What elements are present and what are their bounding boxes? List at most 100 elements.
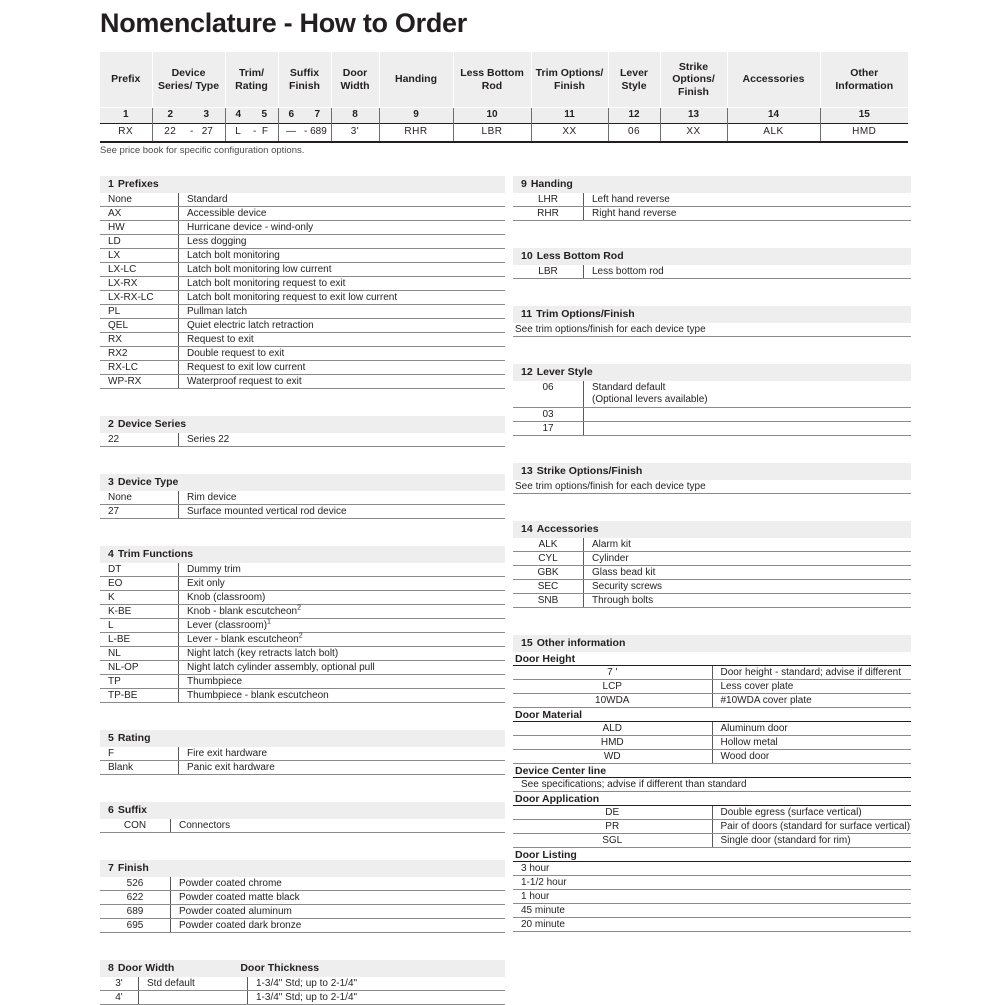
option-code: RHR (513, 206, 584, 221)
option-description: Knob (classroom) (178, 590, 505, 605)
spacer (100, 447, 505, 474)
table-row: LBR Less bottom rod (513, 265, 911, 279)
spacer (100, 775, 505, 802)
example-value-other-information: HMD (820, 123, 908, 143)
table-row: PL Pullman latch (100, 304, 505, 319)
position-number-1: 1 (100, 107, 153, 124)
section-door-thickness-label: Door Thickness (240, 962, 320, 974)
option-code: 17 (513, 421, 584, 436)
section-device-type-table: None Rim device 27 Surface mounted vertical… (100, 491, 505, 519)
door-width-note: Std default (138, 977, 248, 991)
table-row: 7 ' Door height - standard; advise if dif… (513, 665, 911, 680)
table-row: 526 Powder coated chrome (100, 877, 505, 891)
example-value-accessories: ALK (727, 123, 821, 143)
option-code: None (100, 491, 179, 505)
section-accessories-title: 14 Accessories (513, 521, 911, 538)
option-code: AX (100, 206, 179, 221)
table-row: NL-OP Night latch cylinder assembly, opti… (100, 660, 505, 675)
option-description: Wood door (712, 749, 911, 764)
table-row: Blank Panic exit hardware (100, 760, 505, 775)
spacer (100, 703, 505, 730)
table-row: HW Hurricane device - wind-only (100, 220, 505, 235)
table-row: L-BE Lever - blank escutcheon2 (100, 632, 505, 647)
position-number-13: 13 (660, 107, 728, 124)
section-device-type-number: 3 (108, 476, 114, 488)
option-description: Lever - blank escutcheon2 (178, 632, 505, 647)
table-row: QEL Quiet electric latch retraction (100, 318, 505, 333)
option-description: Latch bolt monitoring low current (178, 262, 505, 277)
option-code: LX-RX (100, 276, 179, 291)
option-description: Powder coated chrome (170, 877, 505, 891)
table-row: See trim options/finish for each device … (513, 480, 911, 494)
section-finish-table: 526 Powder coated chrome 622 Powder coated … (100, 877, 505, 933)
spacer (100, 933, 505, 960)
section-handing-title: 9 Handing (513, 176, 911, 193)
door-thickness-value: 1-3/4" Std; up to 2-1/4" (247, 977, 505, 991)
section-other-information-label: Other information (536, 637, 626, 649)
table-row: 20 minute (513, 917, 911, 932)
nomenclature-header-row: Prefix Device Series/ Type Trim/ Rating … (100, 52, 908, 108)
option-description: Standard default (Optional levers availab… (583, 381, 911, 408)
sub-heading-label: Door Application (513, 791, 911, 806)
header-device-series-type: Device Series/ Type (152, 52, 226, 108)
option-description: Lever (classroom)1 (178, 618, 505, 633)
section-rating: 5 Rating F Fire exit hardware Blank Panic ex… (100, 730, 505, 775)
spacer (513, 221, 911, 248)
table-row: LX Latch bolt monitoring (100, 248, 505, 263)
spacer (100, 389, 505, 416)
option-code: PL (100, 304, 179, 319)
option-description: Less cover plate (712, 679, 911, 694)
section-device-series: 2 Device Series 22 Series 22 (100, 416, 505, 447)
sub-heading-label: Device Center line (513, 763, 911, 778)
example-value-suffix: — (278, 123, 304, 143)
section-strike-options-finish-title: 13 Strike Options/Finish (513, 463, 911, 480)
option-description: See specifications; advise if different … (513, 777, 911, 792)
option-description: 20 minute (513, 917, 911, 932)
section-finish-number: 7 (108, 862, 114, 874)
option-code: 22 (100, 433, 179, 447)
section-strike-options-finish-table: See trim options/finish for each device … (513, 480, 911, 494)
position-number-11: 11 (531, 107, 609, 124)
option-description: 45 minute (513, 903, 911, 918)
option-description: Quiet electric latch retraction (178, 318, 505, 333)
table-row: 17 (513, 421, 911, 436)
section-suffix: 6 Suffix CON Connectors (100, 802, 505, 833)
header-prefix: Prefix (100, 52, 153, 108)
option-code: RX (100, 332, 179, 347)
table-row: AX Accessible device (100, 206, 505, 221)
sub-heading-label: Door Height (513, 652, 911, 666)
option-description: Dummy trim (178, 563, 505, 577)
section-strike-options-finish-label: Strike Options/Finish (536, 465, 643, 477)
sub-heading-row: Door Height (513, 652, 911, 666)
position-number-6: 6 (278, 107, 304, 124)
option-description: Cylinder (583, 551, 911, 566)
table-row: WD Wood door (513, 749, 911, 764)
table-row: 622 Powder coated matte black (100, 890, 505, 905)
table-row: LD Less dogging (100, 234, 505, 249)
position-number-10: 10 (453, 107, 532, 124)
trim-options-note: See trim options/finish for each device … (513, 323, 911, 337)
sub-heading-row: Door Listing (513, 847, 911, 862)
option-code: NL-OP (100, 660, 179, 675)
section-lever-style-number: 12 (521, 366, 533, 378)
option-description: Pair of doors (standard for surface vert… (712, 819, 911, 834)
section-less-bottom-rod-title: 10 Less Bottom Rod (513, 248, 911, 265)
option-code: LCP (513, 679, 713, 694)
door-width-value: 3' (100, 977, 139, 991)
option-description: 1-1/2 hour (513, 875, 911, 890)
sub-heading-label: Door Material (513, 707, 911, 722)
section-trim-options-finish-table: See trim options/finish for each device … (513, 323, 911, 337)
section-rating-table: F Fire exit hardware Blank Panic exit hardw… (100, 747, 505, 775)
option-description: Night latch (key retracts latch bolt) (178, 646, 505, 661)
table-row: RX-LC Request to exit low current (100, 360, 505, 375)
option-code: 03 (513, 407, 584, 422)
option-description: Accessible device (178, 206, 505, 221)
table-row: RHR Right hand reverse (513, 206, 911, 221)
example-value-finish: - 689 (304, 123, 332, 143)
table-row: NL Night latch (key retracts latch bolt) (100, 646, 505, 661)
option-code: CYL (513, 551, 584, 566)
option-description: Glass bead kit (583, 565, 911, 580)
option-code: TP-BE (100, 688, 179, 703)
option-description: Series 22 (178, 433, 505, 447)
section-prefixes-title: 1 Prefixes (100, 176, 505, 193)
